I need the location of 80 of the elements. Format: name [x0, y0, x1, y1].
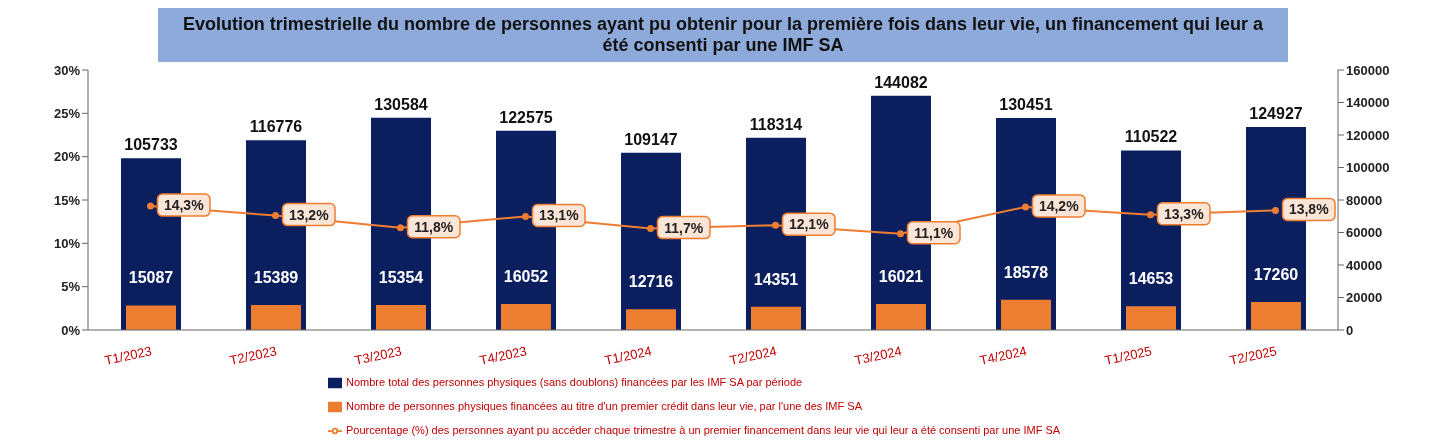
point	[647, 225, 654, 233]
legend-label: Nombre total des personnes physiques (sans doublons) financées par les IMF SA par période	[346, 376, 803, 388]
x-tick-label: T1/2024	[603, 343, 654, 368]
y2-tick-label: 40000	[1346, 257, 1383, 273]
bar	[626, 309, 676, 330]
bar	[126, 305, 176, 330]
y-tick-label: 20%	[53, 149, 81, 165]
point	[1022, 203, 1029, 211]
y-tick-label: 0%	[61, 322, 81, 338]
chart-title: Evolution trimestrielle du nombre de personnes ayant pu obtenir pour la première fois dans leur vie, un financement qui leur a été consenti par une IMF SA	[158, 8, 1288, 62]
y2-tick-label: 160000	[1346, 62, 1390, 78]
data-label: 14653	[1128, 270, 1174, 288]
data-label: 16021	[878, 267, 924, 285]
y2-tick-label: 0	[1346, 322, 1354, 338]
y2-tick-label: 80000	[1346, 192, 1383, 208]
data-label: 17260	[1253, 265, 1299, 283]
legend-label: Pourcentage (%) des personnes ayant pu accéder chaque trimestre à un premier financement dans leur vie qui leur a été consenti par une IMF SA	[346, 424, 1061, 436]
data-label: 116776	[249, 118, 303, 136]
bar	[501, 303, 551, 330]
data-label: 11,8%	[414, 218, 454, 235]
point	[272, 212, 279, 220]
bar	[1251, 301, 1301, 330]
y-tick-label: 10%	[53, 235, 81, 251]
x-tick-label: T2/2023	[228, 343, 279, 368]
bar	[751, 306, 801, 330]
data-label: 109147	[624, 130, 678, 148]
data-label: 12,1%	[788, 216, 830, 233]
point	[1147, 211, 1154, 219]
data-label: 144082	[874, 73, 928, 91]
y-tick-label: 30%	[53, 62, 81, 78]
bar	[376, 305, 426, 330]
data-label: 18578	[1003, 263, 1049, 281]
data-label: 11,7%	[664, 219, 704, 236]
x-tick-label: T4/2024	[978, 343, 1029, 368]
point	[897, 230, 904, 238]
data-label: 110522	[1124, 128, 1178, 146]
data-label: 118314	[749, 115, 803, 133]
data-label: 14,3%	[163, 197, 205, 214]
bar	[876, 303, 926, 330]
data-label: 13,2%	[288, 206, 330, 223]
point	[1272, 206, 1279, 214]
x-tick-label: T2/2024	[728, 343, 779, 368]
x-tick-label: T3/2023	[353, 343, 404, 368]
data-label: 13,3%	[1163, 205, 1205, 222]
data-label: 15389	[253, 268, 299, 286]
point	[147, 202, 154, 210]
y2-tick-label: 60000	[1346, 225, 1383, 241]
legend-label: Nombre de personnes physiques financées au titre d'un premier crédit dans leur vie, par l'une des IMF SA	[346, 400, 862, 412]
point	[772, 221, 779, 229]
y-tick-label: 15%	[53, 192, 81, 208]
data-label: 122575	[499, 108, 553, 126]
data-label: 13,8%	[1288, 201, 1330, 218]
bar	[1126, 306, 1176, 330]
y-tick-label: 25%	[53, 105, 81, 121]
point	[397, 224, 404, 232]
data-label: 16052	[503, 267, 549, 285]
data-label: 11,1%	[914, 224, 954, 241]
y2-tick-label: 140000	[1346, 95, 1390, 111]
data-label: 14,2%	[1038, 197, 1080, 214]
data-label: 15354	[378, 269, 424, 287]
data-label: 13,1%	[538, 207, 580, 224]
x-tick-label: T4/2023	[478, 343, 529, 368]
y-tick-label: 5%	[61, 279, 81, 295]
bar	[1001, 299, 1051, 330]
data-label: 124927	[1249, 104, 1303, 122]
data-label: 12716	[628, 273, 674, 291]
data-label: 130451	[999, 96, 1053, 114]
data-label: 15087	[128, 269, 174, 287]
x-tick-label: T1/2023	[103, 343, 154, 368]
x-tick-label: T3/2024	[853, 343, 904, 368]
y2-tick-label: 20000	[1346, 290, 1383, 306]
point	[522, 212, 529, 220]
x-tick-label: T1/2025	[1103, 343, 1154, 368]
y2-tick-label: 120000	[1346, 127, 1390, 143]
data-label: 14351	[753, 270, 799, 288]
x-tick-label: T2/2025	[1228, 343, 1279, 368]
data-label: 130584	[374, 95, 428, 113]
data-label: 105733	[124, 136, 178, 154]
y2-tick-label: 100000	[1346, 160, 1390, 176]
bar	[251, 304, 301, 330]
